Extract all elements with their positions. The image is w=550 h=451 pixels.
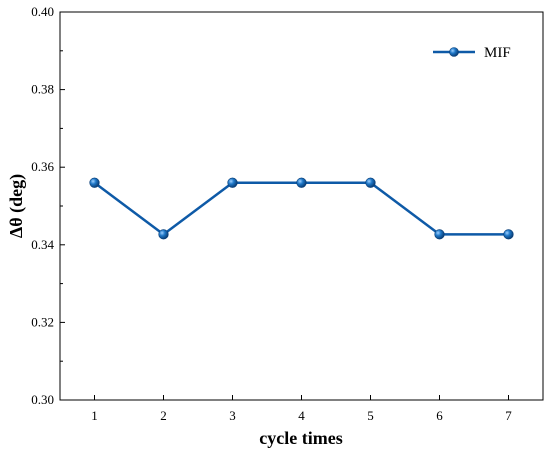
x-tick-label: 3 — [229, 408, 236, 423]
data-point — [434, 229, 445, 240]
data-point — [365, 177, 376, 188]
x-axis-title: cycle times — [259, 428, 342, 448]
y-tick-label: 0.36 — [31, 159, 54, 174]
x-tick-label: 7 — [505, 408, 512, 423]
x-tick-label: 5 — [367, 408, 374, 423]
plot-frame — [59, 11, 544, 401]
x-axis-ticks: 1 2 3 4 5 6 7 — [91, 395, 512, 423]
series-line-mif — [93, 181, 509, 236]
y-tick-label: 0.30 — [31, 392, 54, 407]
y-tick-label: 0.38 — [31, 82, 54, 97]
legend-marker — [449, 47, 459, 57]
data-point — [158, 229, 169, 240]
data-point — [296, 177, 307, 188]
x-tick-label: 2 — [160, 408, 167, 423]
legend: MIF — [433, 45, 511, 61]
x-tick-label: 4 — [298, 408, 305, 423]
y-tick-label: 0.34 — [31, 237, 54, 252]
data-point — [503, 229, 514, 240]
y-axis-ticks: 0.30 0.32 0.34 0.36 0.38 0.40 — [31, 4, 65, 407]
data-point — [227, 177, 238, 188]
x-tick-label: 6 — [436, 408, 443, 423]
y-tick-label: 0.40 — [31, 4, 54, 19]
data-point — [89, 177, 100, 188]
y-tick-label: 0.32 — [31, 314, 54, 329]
y-axis-title: Δθ (deg) — [6, 174, 27, 238]
series-layer — [89, 177, 514, 240]
x-tick-label: 1 — [91, 408, 98, 423]
legend-label-mif: MIF — [484, 45, 511, 61]
